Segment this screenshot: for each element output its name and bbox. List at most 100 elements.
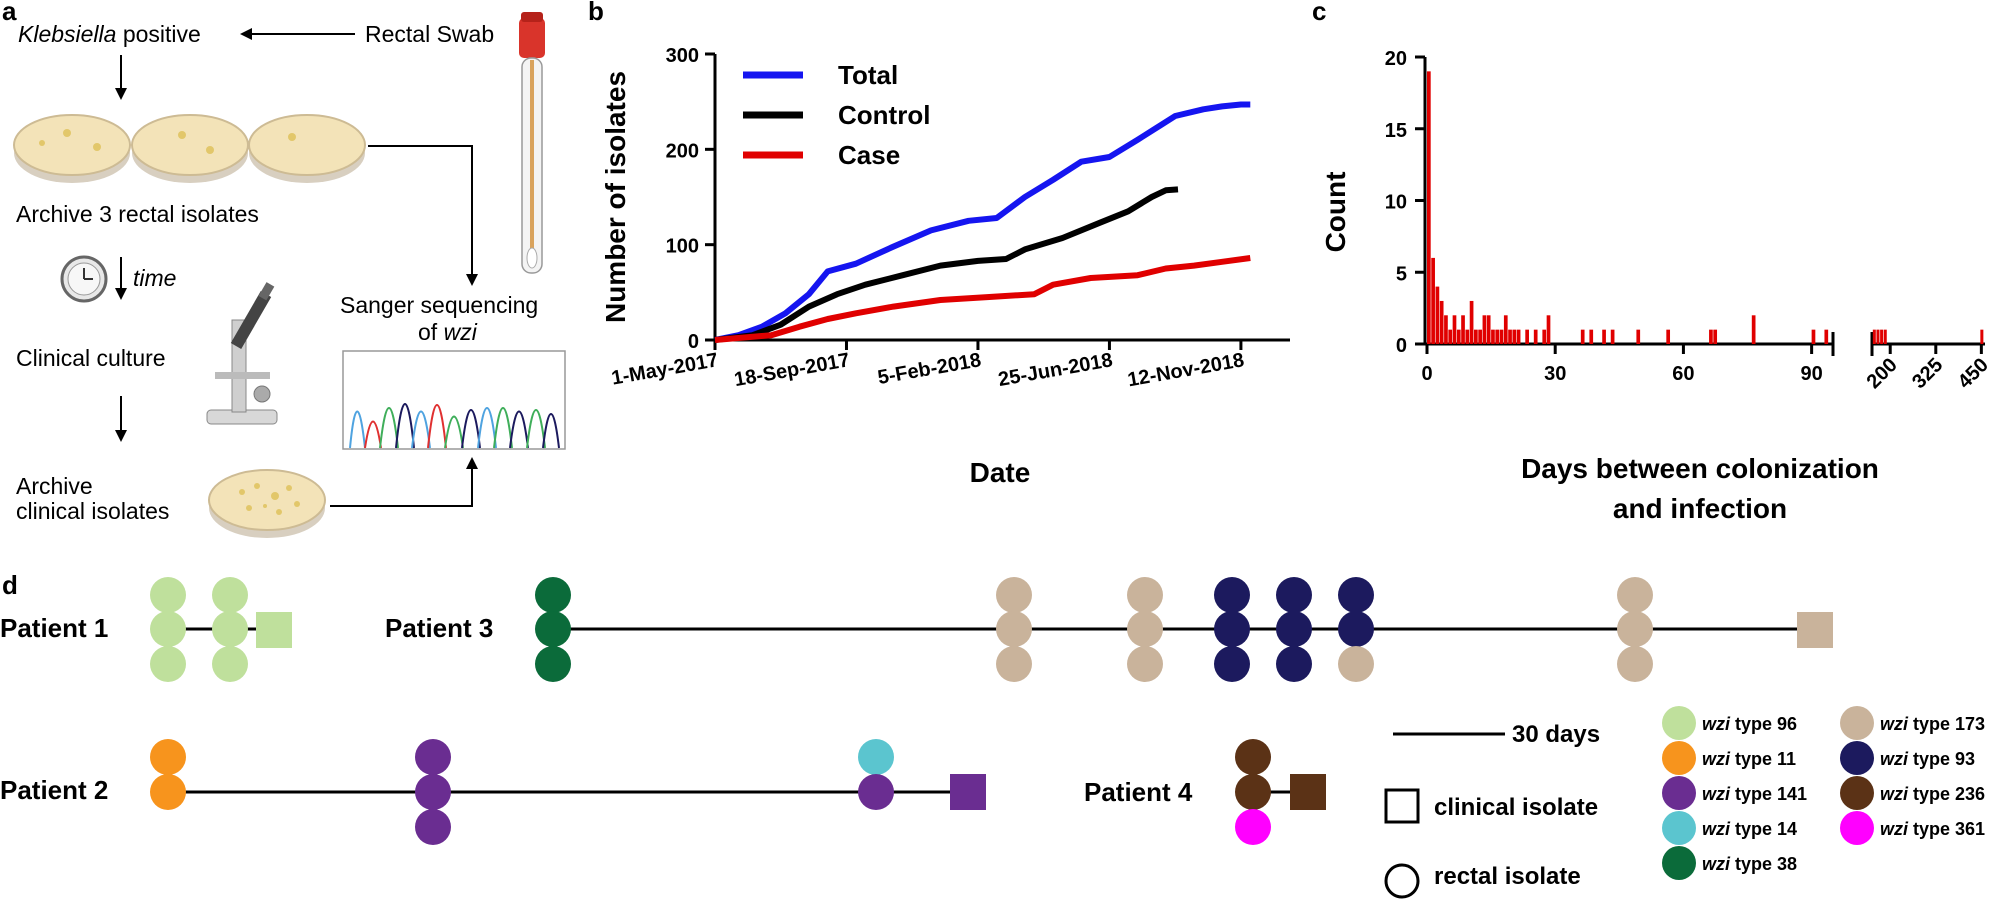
histogram-bar [1872,329,1876,344]
histogram-bar [1546,315,1551,344]
wzi-legend-label: wzi type 141 [1702,784,1807,804]
histogram-bar [1980,329,1984,344]
wzi-legend-label: wzi type 236 [1880,784,1985,804]
rectal-isolate [1214,577,1250,613]
patient-3-label: Patient 3 [385,613,493,643]
wzi-legend-swatch [1662,811,1696,845]
histogram-bar [1427,71,1431,344]
panel-label-b: b [588,0,604,26]
rectal-isolate [858,739,894,775]
panel-label-a: a [2,0,17,26]
arrowhead-icon [240,28,252,40]
b-x-tick-label: 12-Nov-2018 [1126,349,1246,391]
rectal-plates-icon [13,114,366,183]
c-y-tick-label: 10 [1385,192,1407,214]
patient-4-isolates [1235,739,1326,845]
clinical-isolate [256,612,292,648]
rectal-isolate [858,774,894,810]
histogram-bar [1709,329,1713,344]
histogram-bar [1880,329,1884,344]
b-y-tick-label: 300 [666,45,699,67]
histogram-bar [1439,300,1444,344]
archive-rectal-label: Archive 3 rectal isolates [16,201,259,227]
wzi-legend-label: wzi type 11 [1702,749,1796,769]
time-label: time [133,265,176,291]
wzi-legend-swatch [1840,776,1874,810]
b-x-tick-label: 18-Sep-2017 [733,349,852,391]
legend-label-control: Control [838,100,930,130]
wzi-legend-label: wzi type 361 [1880,819,1985,839]
histogram-bar [1751,315,1756,344]
rectal-isolate [1214,646,1250,682]
histogram-bar [1512,329,1517,344]
clinical-culture-label: Clinical culture [16,345,166,371]
histogram-bar [1525,329,1529,344]
archive-clinical-line1: Archive [16,473,93,499]
rectal-isolate [535,611,571,647]
rectal-swab-label: Rectal Swab [365,21,494,47]
arrow-clinical-to-sanger [330,465,473,507]
microscope-icon [206,282,278,425]
wzi-legend-swatch [1840,741,1874,775]
clock-icon [60,255,108,303]
c-x-tick-label: 200 [1863,354,1902,393]
c-x-axis-label-line2: and infection [1613,493,1787,524]
sanger-label-line1: Sanger sequencing [340,292,538,318]
rectal-isolate [1235,809,1271,845]
rectal-isolate [1338,611,1374,647]
histogram-bar [1444,315,1448,344]
clinical-isolate [1290,774,1326,810]
clinical-isolate [1797,612,1833,648]
rectal-isolate [1235,739,1271,775]
scale-bar-label: 30 days [1512,721,1600,748]
b-y-tick-label: 200 [666,140,699,162]
wzi-legend-swatch [1840,811,1874,845]
histogram-bar [1465,329,1470,344]
histogram-bar [1461,315,1465,344]
histogram-bar [1713,329,1718,344]
rectal-isolate [1214,611,1250,647]
histogram-bar [1636,329,1641,344]
rectal-isolate [150,739,186,775]
arrowhead-icon [115,288,127,300]
rectal-isolate [1617,577,1653,613]
histogram-bar [1542,329,1547,344]
c-y-tick-label: 0 [1396,335,1407,357]
rectal-isolate [535,646,571,682]
rectal-isolate [996,611,1032,647]
c-x-tick-label: 90 [1801,363,1823,385]
series-line-case [714,255,1251,343]
rectal-isolate [415,774,451,810]
legend-label-total: Total [838,60,898,90]
c-x-tick-label: 325 [1908,354,1947,393]
rectal-isolate [150,646,186,682]
clinical-isolate [950,774,986,810]
rectal-isolate [150,577,186,613]
histogram-bar [1883,329,1887,344]
histogram-bar [1474,329,1478,344]
rectal-isolate [1276,611,1312,647]
histogram-bar [1495,329,1500,344]
histogram-bar [1580,329,1585,344]
rectal-isolate [996,646,1032,682]
rectal-isolate [212,611,248,647]
series-line-total [714,101,1251,343]
patient-2-label: Patient 2 [0,775,108,805]
rectal-isolate [415,809,451,845]
histogram-bar [1482,315,1487,344]
arrow-plates-to-sanger [368,145,473,278]
rectal-isolate [1617,611,1653,647]
klebsiella-positive-label: Klebsiella positive [18,21,201,47]
c-x-axis-label-line1: Days between colonization [1521,453,1879,484]
rectal-isolate [996,577,1032,613]
histogram-bar [1516,329,1521,344]
histogram-bar [1491,329,1495,344]
legend-label-case: Case [838,140,900,170]
rectal-isolate [1276,646,1312,682]
panel-d-timelines: Patient 1 Patient 3 [0,577,1985,899]
wzi-legend-label: wzi type 38 [1702,854,1797,874]
rectal-isolate [212,577,248,613]
clinical-isolate-legend-label: clinical isolate [1434,794,1598,821]
rectal-isolate [535,577,571,613]
